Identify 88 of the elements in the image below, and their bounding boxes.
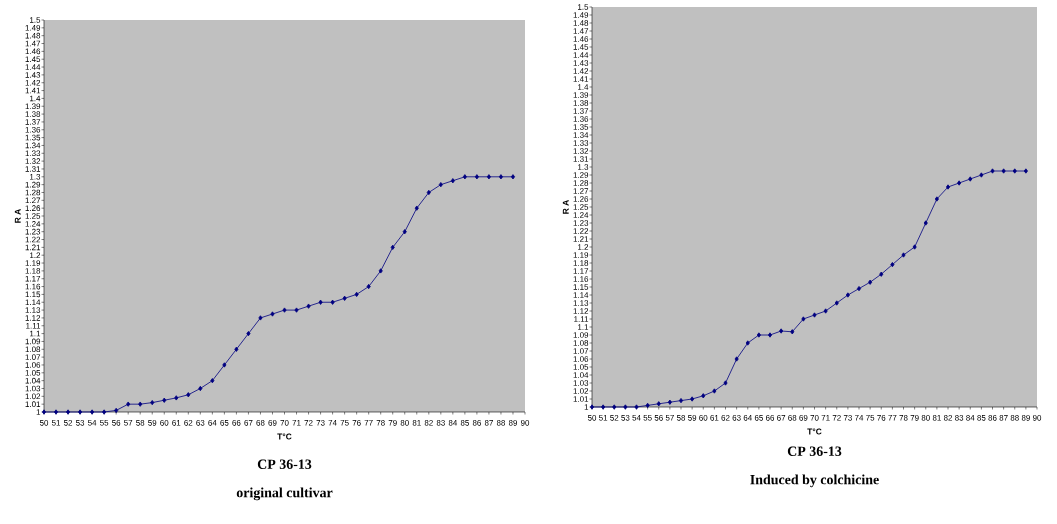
- point: [174, 395, 179, 401]
- point: [801, 316, 806, 322]
- point: [66, 409, 71, 415]
- point: [486, 174, 491, 180]
- x-axis-title: T°C: [807, 428, 822, 435]
- text: Induced by colchicine: [750, 474, 879, 488]
- point: [1023, 168, 1028, 174]
- point: [426, 189, 431, 196]
- point: [812, 312, 817, 318]
- point: [690, 396, 695, 402]
- point: [990, 168, 995, 174]
- point: [390, 244, 395, 250]
- point: [198, 385, 203, 392]
- point: [634, 404, 639, 410]
- text: original cultivar: [236, 487, 333, 501]
- point: [1001, 168, 1006, 174]
- point: [210, 378, 215, 384]
- point: [270, 311, 275, 317]
- point: [945, 184, 951, 190]
- point: [645, 402, 650, 408]
- point: [957, 180, 962, 186]
- point: [258, 315, 263, 321]
- point: [923, 220, 928, 226]
- point: [723, 380, 728, 386]
- point: [856, 286, 862, 292]
- point: [102, 409, 107, 415]
- point: [318, 299, 323, 305]
- point: [138, 401, 143, 407]
- point: [712, 388, 717, 394]
- point: [845, 292, 850, 298]
- point: [90, 409, 95, 415]
- point: [589, 404, 595, 410]
- point: [450, 178, 455, 184]
- point: [41, 409, 47, 415]
- point: [790, 329, 795, 335]
- point: [186, 392, 191, 398]
- point: [934, 196, 939, 202]
- point: [462, 174, 467, 180]
- y-axis-title: R A: [14, 208, 21, 223]
- point: [823, 308, 828, 314]
- point: [162, 397, 167, 403]
- point: [756, 332, 761, 338]
- point: [402, 229, 407, 235]
- point: [667, 399, 672, 405]
- point: [246, 331, 251, 337]
- point: [414, 205, 419, 211]
- point: [222, 362, 227, 368]
- point: [53, 409, 59, 415]
- point: [656, 401, 661, 407]
- point: [510, 174, 516, 180]
- point: [438, 182, 443, 188]
- point: [623, 404, 628, 410]
- point: [294, 307, 299, 313]
- point: [968, 176, 973, 182]
- point: [306, 303, 311, 309]
- point: [498, 174, 503, 180]
- y-axis-title: R A: [562, 199, 569, 214]
- point: [767, 332, 773, 338]
- text: CP 36-13: [787, 446, 842, 456]
- point: [868, 279, 873, 285]
- point: [342, 295, 347, 301]
- point: [474, 174, 479, 180]
- point: [114, 407, 119, 414]
- point: [378, 268, 383, 274]
- point: [282, 307, 287, 313]
- point: [834, 300, 839, 306]
- point: [1012, 168, 1017, 174]
- point: [234, 346, 239, 352]
- point: [779, 328, 784, 334]
- point: [678, 398, 684, 404]
- point: [366, 283, 371, 290]
- point: [912, 244, 917, 250]
- point: [879, 271, 884, 277]
- text: CP 36-13: [257, 459, 312, 469]
- x-axis-title: T°C: [277, 433, 292, 440]
- point: [979, 172, 984, 178]
- point: [330, 299, 335, 305]
- point: [745, 340, 750, 346]
- point: [890, 262, 895, 268]
- point: [354, 291, 359, 297]
- point: [612, 404, 617, 410]
- point: [126, 401, 131, 407]
- point: [734, 356, 739, 362]
- point: [701, 393, 706, 399]
- point: [150, 399, 155, 406]
- point: [601, 404, 606, 410]
- point: [901, 252, 906, 258]
- point: [78, 409, 83, 415]
